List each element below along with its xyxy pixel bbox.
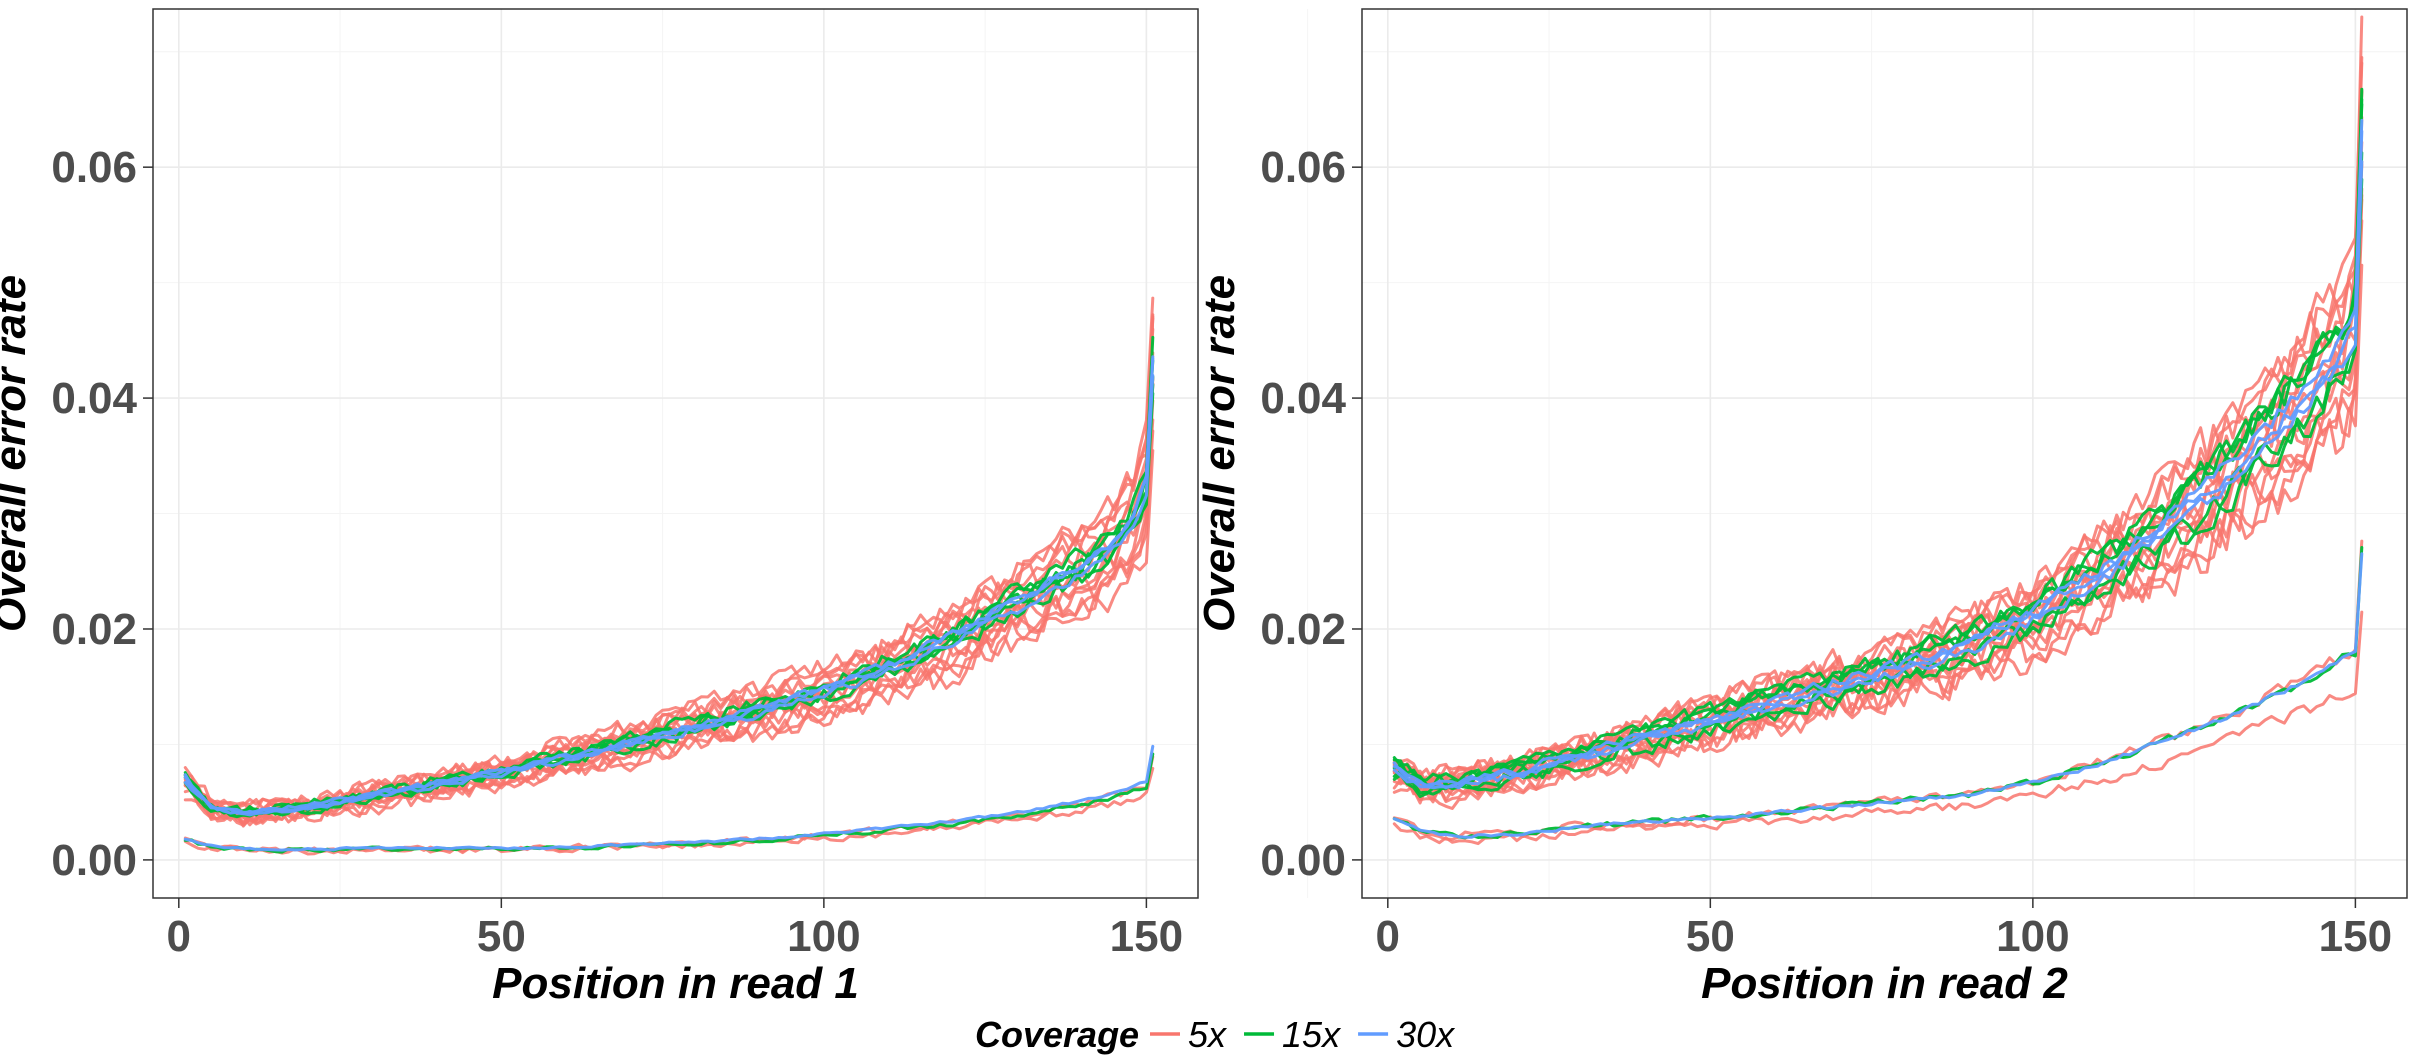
- y-tick-label: 0.06: [51, 143, 137, 192]
- legend-title: Coverage: [975, 1014, 1139, 1055]
- y-tick-label: 0.04: [1260, 374, 1346, 423]
- panel-border: [1361, 8, 2408, 899]
- series-line-5x-upper-7: [1392, 15, 2364, 785]
- legend-label-30x: 30x: [1396, 1014, 1456, 1055]
- series-line-15x-upper-5: [183, 375, 1155, 817]
- axes: 0 50 100 150 0.00 0.02 0.04 0.06 Position in rea…: [1195, 143, 2392, 1008]
- series-lines: [183, 296, 1155, 856]
- series-line-30x-lower-1: [183, 744, 1155, 852]
- y-axis-title: Overall error rate: [0, 275, 35, 632]
- x-tick-label: 100: [1996, 912, 2069, 961]
- gridlines: [153, 9, 1309, 898]
- x-axis-title: Position in read 2: [1701, 959, 2068, 1008]
- y-tick-label: 0.00: [51, 836, 137, 885]
- y-tick-label: 0.02: [1260, 605, 1346, 654]
- x-tick-label: 0: [1376, 912, 1400, 961]
- panel-read-2: 0 50 100 150 0.00 0.02 0.04 0.06 Position in rea…: [1195, 8, 2408, 1008]
- series-lines: [1392, 15, 2364, 846]
- y-tick-label: 0.06: [1260, 143, 1346, 192]
- legend-label-15x: 15x: [1282, 1014, 1342, 1055]
- series-line-30x-upper-2: [183, 374, 1155, 817]
- series-line-15x-upper-3: [183, 392, 1155, 817]
- panel-read-1: 0 50 100 150 0.00 0.02 0.04 0.06 Position in rea…: [0, 8, 1309, 1008]
- x-tick-label: 50: [1686, 912, 1735, 961]
- series-line-30x-upper-3: [1392, 129, 2364, 790]
- x-tick-label: 0: [167, 912, 191, 961]
- series-line-15x-upper-5: [1392, 102, 2364, 790]
- legend-items: 5x 15x 30x: [1150, 1014, 1456, 1055]
- y-tick-label: 0.02: [51, 605, 137, 654]
- x-tick-label: 100: [787, 912, 860, 961]
- series-line-5x-upper-10: [1392, 263, 2364, 810]
- x-tick-label: 50: [477, 912, 526, 961]
- series-line-5x-upper-5: [1392, 140, 2364, 792]
- series-line-5x-upper-9: [1392, 219, 2364, 804]
- series-line-5x-upper-1: [183, 449, 1155, 828]
- legend: Coverage 5x 15x 30x: [975, 1014, 1456, 1055]
- x-tick-label: 150: [1110, 912, 1183, 961]
- series-line-15x-lower-1: [183, 752, 1155, 854]
- panel-border: [152, 8, 1199, 899]
- series-line-30x-lower-1: [1392, 552, 2364, 839]
- y-axis-title: Overall error rate: [1195, 275, 1244, 632]
- legend-label-5x: 5x: [1188, 1014, 1228, 1055]
- series-line-5x-lower-2: [1392, 539, 2364, 841]
- y-tick-label: 0.00: [1260, 836, 1346, 885]
- series-line-30x-upper-2: [1392, 160, 2364, 790]
- series-line-5x-upper-2: [1392, 115, 2364, 792]
- y-tick-label: 0.04: [51, 374, 137, 423]
- series-line-5x-lower-1: [1392, 610, 2364, 846]
- x-axis-title: Position in read 1: [492, 959, 859, 1008]
- x-tick-label: 150: [2319, 912, 2392, 961]
- series-line-30x-upper-1: [1392, 118, 2364, 789]
- series-line-5x-upper-8: [1392, 61, 2364, 784]
- axes: 0 50 100 150 0.00 0.02 0.04 0.06 Position in rea…: [0, 143, 1183, 1008]
- series-line-30x-upper-3: [183, 355, 1155, 816]
